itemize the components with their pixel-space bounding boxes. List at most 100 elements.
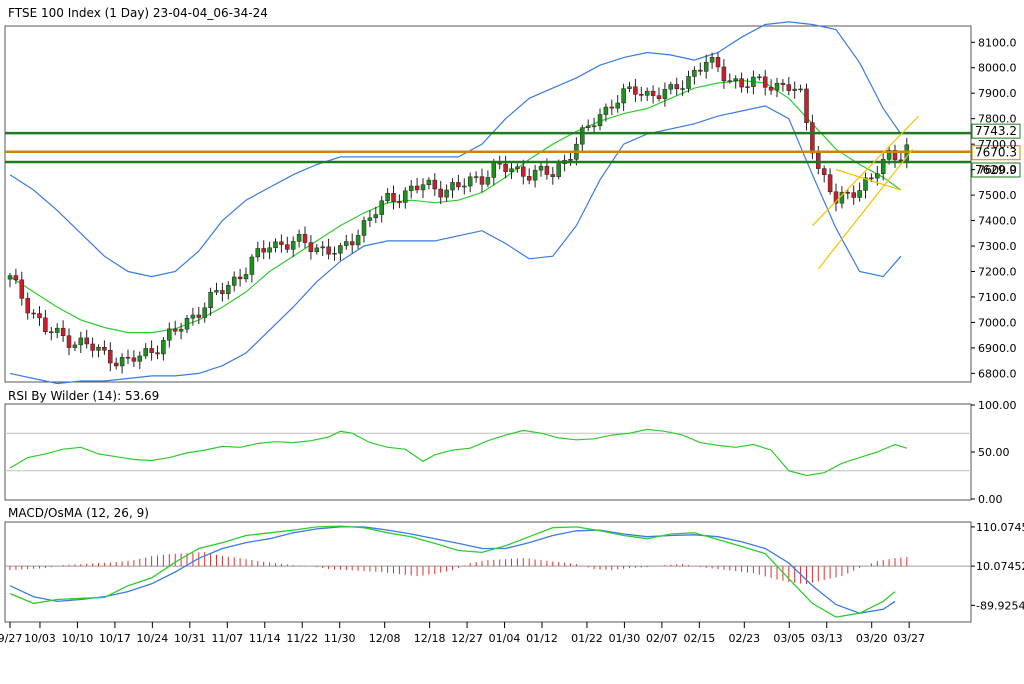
price-tag: 7743.2	[975, 124, 1017, 138]
candle-body	[438, 188, 443, 198]
x-tick-label: 10/31	[174, 632, 206, 645]
rsi-panel: RSI By Wilder (14): 53.69 100.00 50.00 0.0…	[4, 389, 1017, 506]
macd-ytick-label: -89.92548	[976, 599, 1024, 612]
trend-channel-line	[835, 169, 902, 191]
candle-body	[597, 114, 603, 127]
price-ytick-label: 8000.0	[978, 62, 1017, 75]
price-ytick-label: 7700.0	[978, 138, 1017, 151]
macd-signal-line	[9, 526, 896, 614]
candle-body	[7, 275, 13, 280]
candle-body	[615, 102, 620, 109]
candle-body	[403, 190, 408, 203]
trend-channel-line	[817, 148, 914, 270]
price-ytick-label: 7200.0	[978, 265, 1017, 278]
candle-body	[25, 298, 30, 314]
price-ytick-label: 7600.0	[978, 164, 1017, 177]
candle-body	[379, 200, 384, 215]
candle-body	[385, 193, 390, 202]
candle-body	[473, 176, 479, 178]
candle-body	[674, 84, 679, 90]
candle-body	[644, 90, 650, 96]
candle-body	[31, 312, 36, 315]
candle-body	[538, 165, 544, 171]
candle-body	[102, 347, 107, 351]
x-tick-label: 11/30	[324, 632, 356, 645]
candle-body	[786, 84, 792, 91]
candle-body	[202, 307, 207, 318]
rsi-panel-title: RSI By Wilder (14): 53.69	[8, 389, 159, 403]
candle-body	[432, 179, 438, 190]
candle-body	[190, 314, 196, 319]
price-ytick-label: 7100.0	[978, 291, 1017, 304]
macd-panel-title: MACD/OsMA (12, 26, 9)	[8, 506, 149, 520]
candle-body	[668, 84, 674, 90]
candle-body	[161, 340, 166, 355]
x-tick-label: 02/15	[684, 632, 716, 645]
candle-body	[709, 57, 715, 63]
candle-body	[125, 356, 131, 359]
trend-channel-line	[811, 115, 920, 227]
candle-body	[532, 169, 538, 181]
candle-body	[680, 88, 685, 90]
price-tag: 7629.9	[975, 163, 1017, 177]
candle-body	[320, 246, 325, 249]
candle-body	[349, 241, 355, 246]
candle-body	[827, 174, 833, 193]
price-ytick-label: 7800.0	[978, 113, 1017, 126]
candle-body	[845, 192, 851, 194]
price-tag-box	[971, 145, 1021, 161]
candle-body	[751, 76, 756, 87]
candle-body	[178, 328, 184, 332]
candle-body	[621, 88, 626, 104]
candle-body	[279, 241, 284, 245]
price-ytick-label: 7300.0	[978, 240, 1017, 253]
candle-body	[892, 150, 898, 161]
candle-body	[467, 176, 473, 187]
candle-body	[285, 244, 290, 250]
candle-body	[503, 163, 508, 172]
rsi-ytick-label: 0.00	[978, 493, 1003, 506]
candle-body	[43, 317, 48, 332]
candle-body	[762, 76, 768, 88]
candle-body	[414, 185, 420, 191]
candle-body	[804, 88, 809, 123]
price-ytick-label: 6800.0	[978, 367, 1017, 380]
candle-body	[739, 78, 744, 88]
x-tick-label: 02/07	[646, 632, 678, 645]
candle-body	[420, 184, 426, 191]
x-tick-label: 01/04	[489, 632, 521, 645]
candle-body	[745, 86, 750, 88]
candle-body	[633, 86, 638, 95]
candle-body	[249, 256, 255, 275]
candle-body	[833, 191, 839, 204]
candle-body	[603, 106, 609, 115]
candle-body	[515, 166, 520, 169]
candle-body	[703, 61, 709, 72]
candle-body	[208, 291, 213, 309]
x-tick-label: 10/17	[99, 632, 131, 645]
candle-body	[898, 159, 904, 162]
candle-body	[692, 69, 697, 77]
candle-body	[408, 185, 414, 192]
candle-body	[137, 355, 143, 362]
candle-body	[96, 347, 101, 351]
candle-body	[426, 179, 432, 185]
candle-body	[686, 76, 691, 89]
candle-body	[290, 241, 296, 250]
price-ytick-label: 6900.0	[978, 342, 1017, 355]
candle-body	[220, 290, 225, 295]
candle-body	[550, 174, 556, 177]
candle-body	[326, 246, 331, 255]
price-ytick-label: 7900.0	[978, 87, 1017, 100]
candle-body	[609, 106, 615, 109]
candle-body	[255, 248, 261, 258]
candle-body	[662, 88, 668, 99]
candle-body	[591, 125, 597, 128]
candle-body	[656, 95, 662, 99]
candle-body	[108, 350, 113, 364]
candle-body	[332, 252, 337, 255]
bollinger-lower-line	[9, 105, 902, 385]
candle-body	[509, 168, 514, 172]
candle-body	[851, 192, 856, 198]
